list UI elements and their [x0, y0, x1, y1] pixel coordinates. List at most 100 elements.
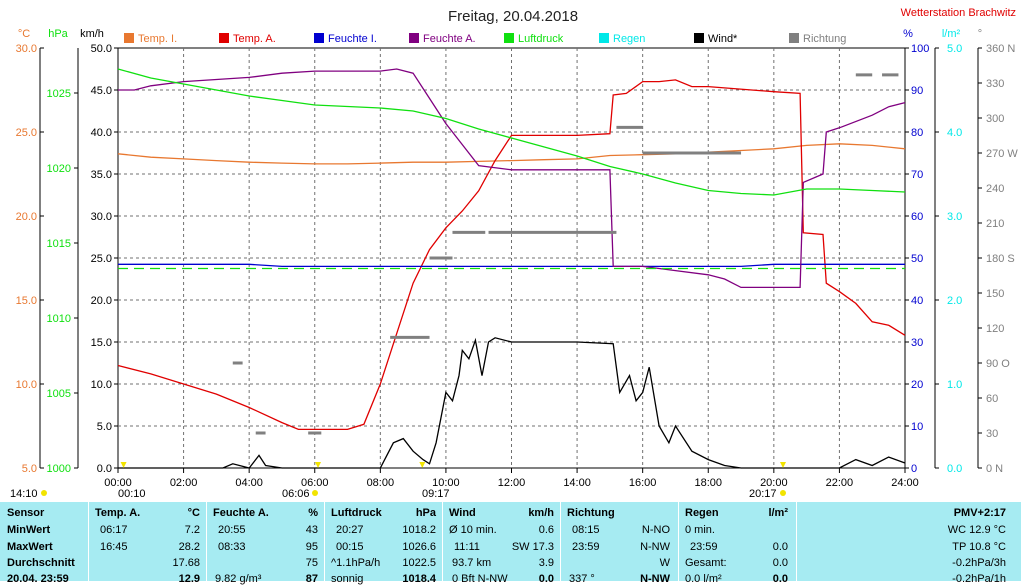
wind-avg-label: Ø 10 min.	[449, 524, 497, 536]
wind-unit: km/h	[528, 507, 554, 519]
maxwert-label: MaxWert	[7, 541, 53, 553]
minwert-label: MinWert	[7, 524, 51, 536]
temp-max-time: 16:45	[100, 541, 128, 553]
legend-label: Feuchte A.	[423, 33, 476, 45]
x-tick-label: 06:00	[301, 477, 329, 489]
humidity-tick-label: 100	[911, 43, 929, 55]
pressure-tick-label: 1000	[47, 463, 71, 475]
x-tick-label: 10:00	[432, 477, 460, 489]
x-tick-label: 02:00	[170, 477, 198, 489]
x-tick-label: 14:00	[563, 477, 591, 489]
direction-tick-label: 90 O	[986, 358, 1010, 370]
x-tick-label: 00:00	[104, 477, 132, 489]
absolute-humidity: 9.82 g/m³	[215, 573, 262, 585]
direction-r1-value: N-NO	[641, 524, 670, 536]
humidity-header: Feuchte A.	[213, 507, 269, 519]
x-tick-label: 20:00	[760, 477, 788, 489]
pressure-tick-label: 1010	[47, 313, 71, 325]
humidity-tick-label: 30	[911, 337, 923, 349]
temp-max-value: 28.2	[178, 541, 200, 553]
wind-average: 3.9	[538, 557, 554, 569]
temp-tick-label: 10.0	[16, 379, 37, 391]
direction-header: Richtung	[567, 507, 615, 519]
legend-label: Wind*	[708, 33, 738, 45]
wind-max-time: 11:11	[454, 541, 480, 553]
direction-tick-label: 30	[986, 428, 998, 440]
direction-tick-label: 210	[986, 218, 1004, 230]
pressure-tick-label: 1015	[47, 238, 71, 250]
windchill: WC 12.9 °C	[947, 524, 1006, 536]
direction-tick-label: 0 N	[986, 463, 1003, 475]
time-marker	[419, 462, 426, 468]
legend-swatch	[219, 33, 229, 43]
direction-tick-label: 360 N	[986, 43, 1015, 55]
humidity-unit: %	[308, 507, 318, 519]
direction-tick-label: 150	[986, 288, 1004, 300]
weather-forecast: sonnig	[331, 573, 364, 585]
legend-swatch	[504, 33, 514, 43]
wind-tick-label: 20.0	[91, 295, 112, 307]
temp-current: 12.9	[178, 573, 200, 585]
marker-label-1410: 14:10	[10, 488, 38, 500]
rain-rate: 0.0 l/m²	[685, 573, 722, 585]
time-marker	[315, 462, 322, 468]
x-tick-label: 18:00	[694, 477, 722, 489]
pressure-max-value: 1026.6	[402, 541, 436, 553]
direction-tick-label: 120	[986, 323, 1004, 335]
wind-header: Wind	[449, 507, 476, 519]
chart-title: Freitag, 20.04.2018	[448, 8, 578, 25]
wind-tick-label: 25.0	[91, 253, 112, 265]
pressure-tick-label: 1020	[47, 163, 71, 175]
pressure-min-time: 20:27	[336, 524, 364, 536]
rain-tick-label: 0.0	[947, 463, 962, 475]
temp-tick-label: 5.0	[22, 463, 37, 475]
pressure-min-value: 1018.2	[402, 524, 436, 536]
rain-header: Regen	[685, 507, 719, 519]
direction-r2-time: 23:59	[572, 541, 600, 553]
direction-tick-label: 330	[986, 78, 1004, 90]
legend-swatch	[599, 33, 609, 43]
legend-swatch	[789, 33, 799, 43]
station-name: Wetterstation Brachwitz	[901, 7, 1016, 19]
wind-tick-label: 0.0	[97, 463, 112, 475]
pressure-trend-1h: -0.2hPa/1h	[952, 573, 1006, 585]
pressure-trend-3h: -0.2hPa/3h	[952, 557, 1006, 569]
wind-tick-label: 50.0	[91, 43, 112, 55]
temp-unit: °C	[187, 507, 200, 519]
legend-swatch	[409, 33, 419, 43]
series-wind	[118, 337, 906, 469]
humidity-tick-label: 10	[911, 421, 923, 433]
rain-r2-value: 0.0	[772, 541, 788, 553]
rain-tick-label: 3.0	[947, 211, 962, 223]
marker-dot	[41, 490, 47, 496]
humidity-tick-label: 50	[911, 253, 923, 265]
temp-min-value: 7.2	[184, 524, 200, 536]
legend-label: Luftdruck	[518, 33, 564, 45]
direction-r3-value: W	[659, 557, 670, 569]
sensor-header: Sensor	[7, 507, 45, 519]
wind-run: 93.7 km	[452, 557, 492, 569]
series-luftdruck	[117, 68, 906, 196]
x-tick-label: 22:00	[826, 477, 854, 489]
pmv-header: PMV+2:17	[953, 507, 1006, 519]
temp-tick-label: 20.0	[16, 211, 37, 223]
time-marker	[780, 462, 787, 468]
statistics-panel: Sensor MinWert MaxWert Durchschnitt 20.0…	[0, 502, 1021, 585]
marker-dot	[312, 490, 318, 496]
wind-tick-label: 35.0	[91, 169, 112, 181]
average-label: Durchschnitt	[7, 557, 75, 569]
direction-tick-label: 180 S	[986, 253, 1015, 265]
marker-dot	[780, 490, 786, 496]
current-date-label: 20.04. 23:59	[7, 573, 69, 585]
temp-tick-label: 30.0	[16, 43, 37, 55]
direction-r2-value: N-NW	[640, 541, 670, 553]
temp-min-time: 06:17	[100, 524, 128, 536]
wind-tick-label: 30.0	[91, 211, 112, 223]
rain-time: 23:59	[690, 541, 718, 553]
series-feuchte-i	[118, 263, 905, 268]
legend-label: Richtung	[803, 33, 846, 45]
pressure-tick-label: 1005	[47, 388, 71, 400]
humidity-min-time: 20:55	[218, 524, 246, 536]
pressure-max-time: 00:15	[336, 541, 364, 553]
direction-axis-unit: °	[978, 28, 982, 40]
